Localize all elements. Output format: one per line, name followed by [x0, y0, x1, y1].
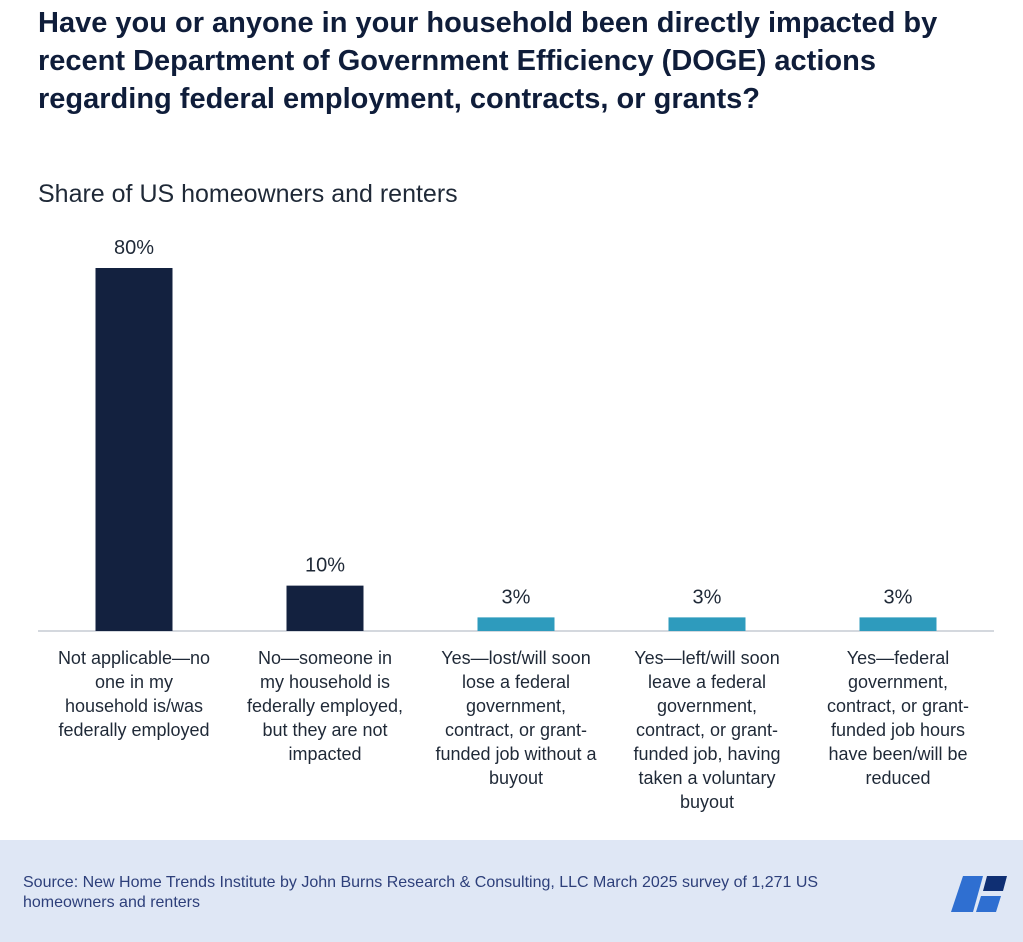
value-label-3: 3%: [502, 586, 531, 608]
value-label-1: 80%: [114, 237, 154, 259]
category-label-4: Yes—left/will soon leave a federal governm…: [633, 648, 780, 812]
bar-5: [859, 617, 937, 631]
value-label-2: 10%: [305, 555, 345, 577]
source-note: Source: New Home Trends Institute by Joh…: [23, 874, 819, 911]
bar-4: [668, 617, 746, 631]
bar-3: [477, 617, 555, 631]
category-label-3: Yes—lost/will soon lose a federal governme…: [435, 648, 597, 788]
value-label-5: 3%: [884, 586, 913, 608]
category-label-1: Not applicable—no one in my household is/w…: [58, 648, 210, 740]
footer: Source: New Home Trends Institute by Joh…: [0, 840, 1023, 942]
category-label-5: Yes—federal government, contract, or grant…: [827, 648, 969, 788]
bar-2: [286, 585, 364, 631]
chart-title: Have you or anyone in your household bee…: [38, 7, 938, 115]
company-logo-icon: [951, 876, 1007, 912]
bar-chart: 80% Not applicable—no one in my household i…: [38, 237, 994, 812]
bar-1: [95, 268, 173, 631]
value-label-4: 3%: [693, 586, 722, 608]
chart-subtitle: Share of US homeowners and renters: [38, 180, 458, 208]
category-label-2: No—someone in my household is federally em…: [247, 648, 403, 764]
